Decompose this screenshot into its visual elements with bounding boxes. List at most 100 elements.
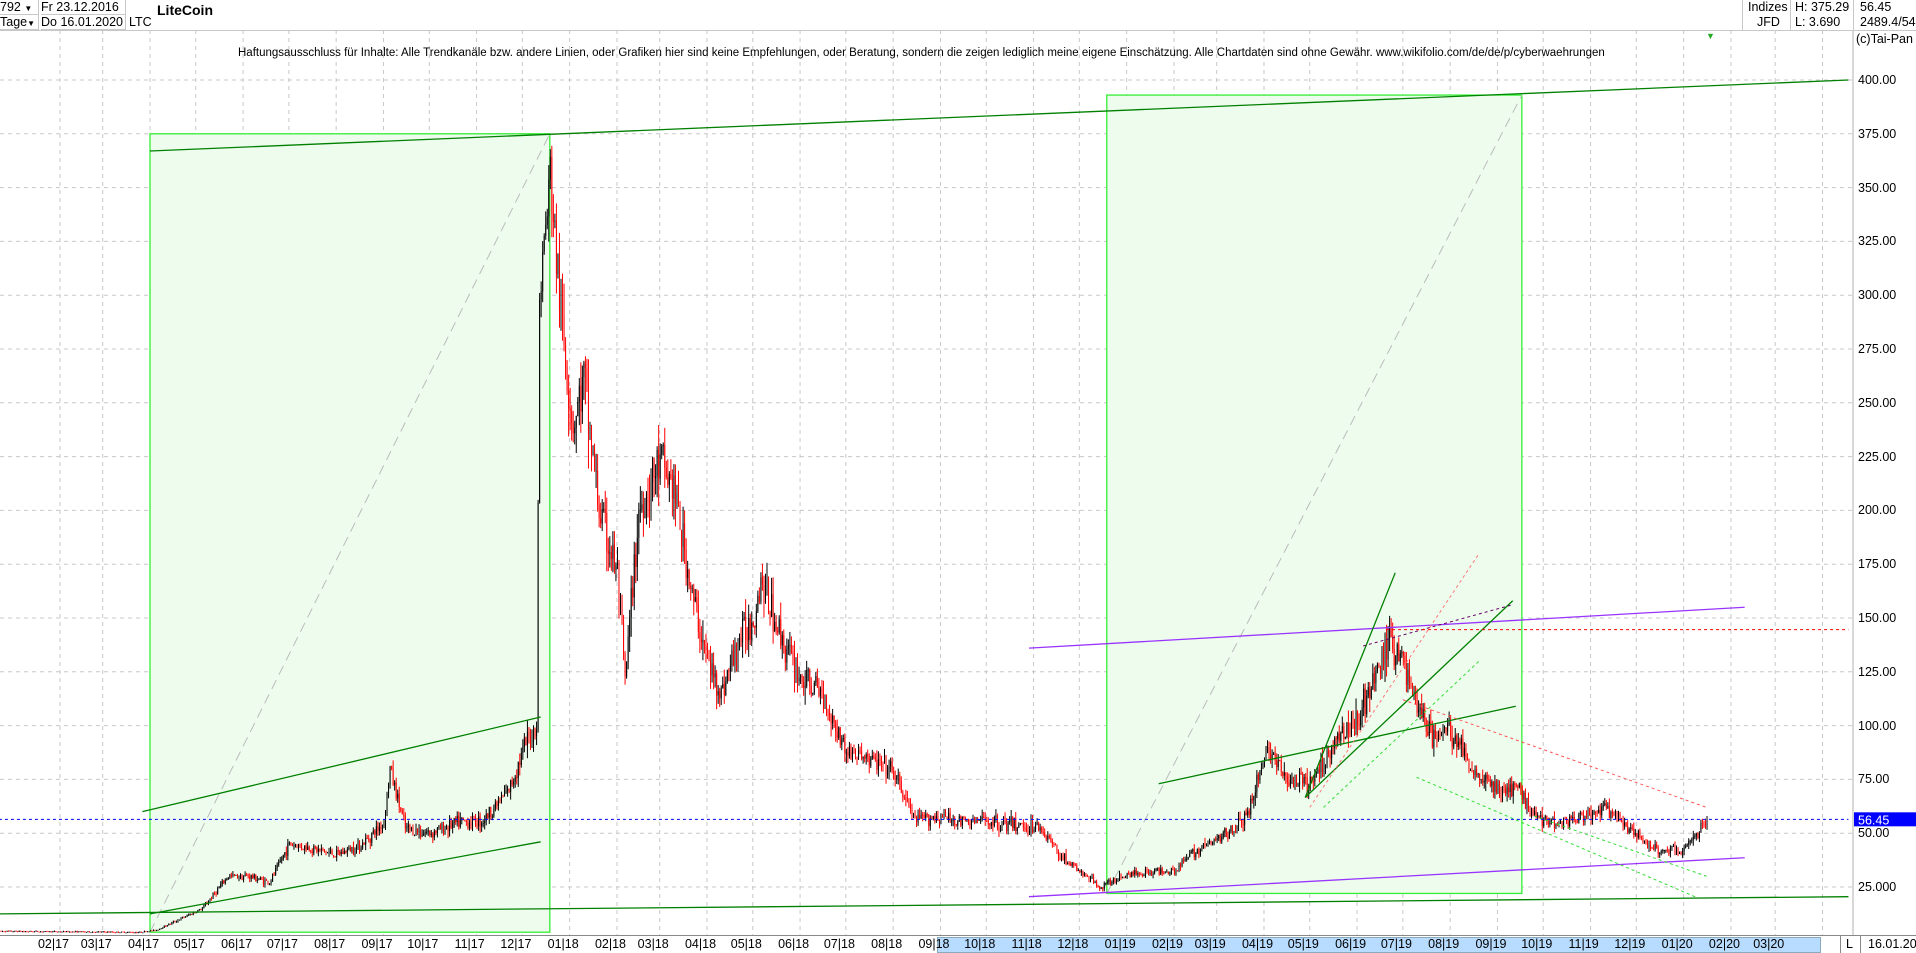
candle-body bbox=[1296, 777, 1298, 786]
candle-body bbox=[444, 828, 446, 834]
candle-body bbox=[880, 759, 882, 764]
start-date[interactable]: Fr 23.12.2016 bbox=[41, 0, 126, 15]
candle-body bbox=[1123, 877, 1125, 879]
candle-body bbox=[1375, 670, 1377, 684]
candle-body bbox=[757, 595, 759, 612]
candle-body bbox=[888, 766, 890, 770]
candle-body bbox=[850, 746, 852, 759]
candle-body bbox=[751, 622, 753, 640]
candle-body bbox=[459, 819, 461, 827]
candle-body bbox=[1384, 639, 1386, 665]
period-dropdown[interactable]: Tage▼ bbox=[0, 15, 39, 30]
candle-body bbox=[122, 931, 124, 933]
candle-body bbox=[186, 914, 188, 917]
candle-body bbox=[1523, 792, 1525, 800]
candle-body bbox=[1006, 823, 1008, 831]
candle-body bbox=[1251, 798, 1253, 801]
candle-body bbox=[1502, 787, 1504, 796]
candle-body bbox=[565, 345, 567, 368]
candle-body bbox=[580, 385, 582, 412]
candle-body bbox=[1259, 771, 1261, 781]
candle-body bbox=[1592, 812, 1594, 821]
candle-body bbox=[613, 544, 615, 571]
candle-body bbox=[1012, 817, 1014, 829]
end-date[interactable]: Do 16.01.2020 bbox=[41, 15, 126, 30]
candle-body bbox=[1120, 873, 1122, 879]
scale-mode-toggle[interactable]: L bbox=[1846, 937, 1853, 951]
disclaimer: Haftungsausschluss für Inhalte: Alle Tre… bbox=[238, 47, 1605, 59]
candle-body bbox=[20, 930, 22, 932]
candle-body bbox=[157, 929, 159, 931]
candle-body bbox=[130, 931, 132, 933]
candle-body bbox=[1575, 819, 1577, 822]
candle-body bbox=[1282, 771, 1284, 776]
candle-body bbox=[1030, 820, 1032, 831]
candle-body bbox=[1428, 721, 1430, 736]
candle-body bbox=[620, 602, 622, 604]
candle-body bbox=[1228, 831, 1230, 839]
candle-body bbox=[301, 845, 303, 849]
candle-body bbox=[348, 847, 350, 850]
candle-body bbox=[1349, 733, 1351, 735]
candle-body bbox=[922, 814, 924, 816]
chevron-down-icon: ▼ bbox=[27, 19, 36, 28]
x-tick-label: 01|18 bbox=[547, 937, 579, 951]
candle-body bbox=[41, 931, 43, 933]
candle-body bbox=[1009, 820, 1011, 822]
candle-body bbox=[401, 810, 403, 815]
candle-body bbox=[337, 850, 339, 852]
candle-body bbox=[426, 832, 428, 834]
candle-body bbox=[1163, 872, 1165, 874]
candle-body bbox=[1149, 871, 1151, 875]
candle-body bbox=[1300, 772, 1302, 774]
candle-body bbox=[856, 757, 858, 759]
candle-body bbox=[1582, 813, 1584, 823]
x-tick-label: 06|19 bbox=[1335, 937, 1367, 951]
candle-body bbox=[308, 846, 310, 851]
candle-body bbox=[821, 688, 823, 693]
x-tick-label: 06|17 bbox=[221, 937, 253, 951]
candle-body bbox=[1485, 774, 1487, 781]
candle-body bbox=[1016, 827, 1018, 832]
candle-body bbox=[1642, 837, 1644, 842]
candle-body bbox=[1291, 777, 1293, 780]
candle-body bbox=[0, 930, 2, 932]
candle-body bbox=[1526, 798, 1528, 809]
candle-body bbox=[574, 427, 576, 434]
candle-body bbox=[40, 931, 42, 933]
candle-body bbox=[111, 931, 113, 933]
candle-body bbox=[467, 821, 469, 829]
candle-body bbox=[995, 815, 997, 818]
candle-body bbox=[1022, 824, 1024, 828]
x-tick-label: 09|17 bbox=[361, 937, 393, 951]
candle-body bbox=[1573, 817, 1575, 820]
candle-body bbox=[662, 445, 664, 447]
candle-body bbox=[726, 669, 728, 682]
candle-body bbox=[409, 825, 411, 830]
candle-body bbox=[835, 722, 837, 732]
time-axis[interactable]: 02|17 03|17 04|17 05|17 06|17 07|17 08|17 09|17… bbox=[0, 935, 1916, 953]
candle-body bbox=[1187, 856, 1189, 859]
candle-body bbox=[1541, 815, 1543, 827]
candle-body bbox=[233, 874, 235, 876]
bar-count-dropdown[interactable]: 792 ▼ bbox=[0, 0, 39, 15]
candle-body bbox=[18, 930, 20, 932]
candle-body bbox=[903, 797, 905, 799]
candle-body bbox=[1437, 735, 1439, 741]
candle-body bbox=[1456, 735, 1458, 747]
candle-body bbox=[244, 874, 246, 877]
candle-body bbox=[198, 909, 200, 911]
candle-body bbox=[95, 931, 97, 933]
candle-body bbox=[1509, 784, 1511, 793]
candle-body bbox=[1497, 783, 1499, 793]
candle-body bbox=[629, 617, 631, 637]
candle-body bbox=[1215, 839, 1217, 841]
candle-body bbox=[749, 617, 751, 640]
candle-body bbox=[224, 879, 226, 884]
candle-body bbox=[804, 686, 806, 688]
candle-body bbox=[882, 763, 884, 765]
candle-body bbox=[906, 799, 908, 802]
candle-body bbox=[400, 807, 402, 811]
candle-body bbox=[81, 931, 83, 933]
